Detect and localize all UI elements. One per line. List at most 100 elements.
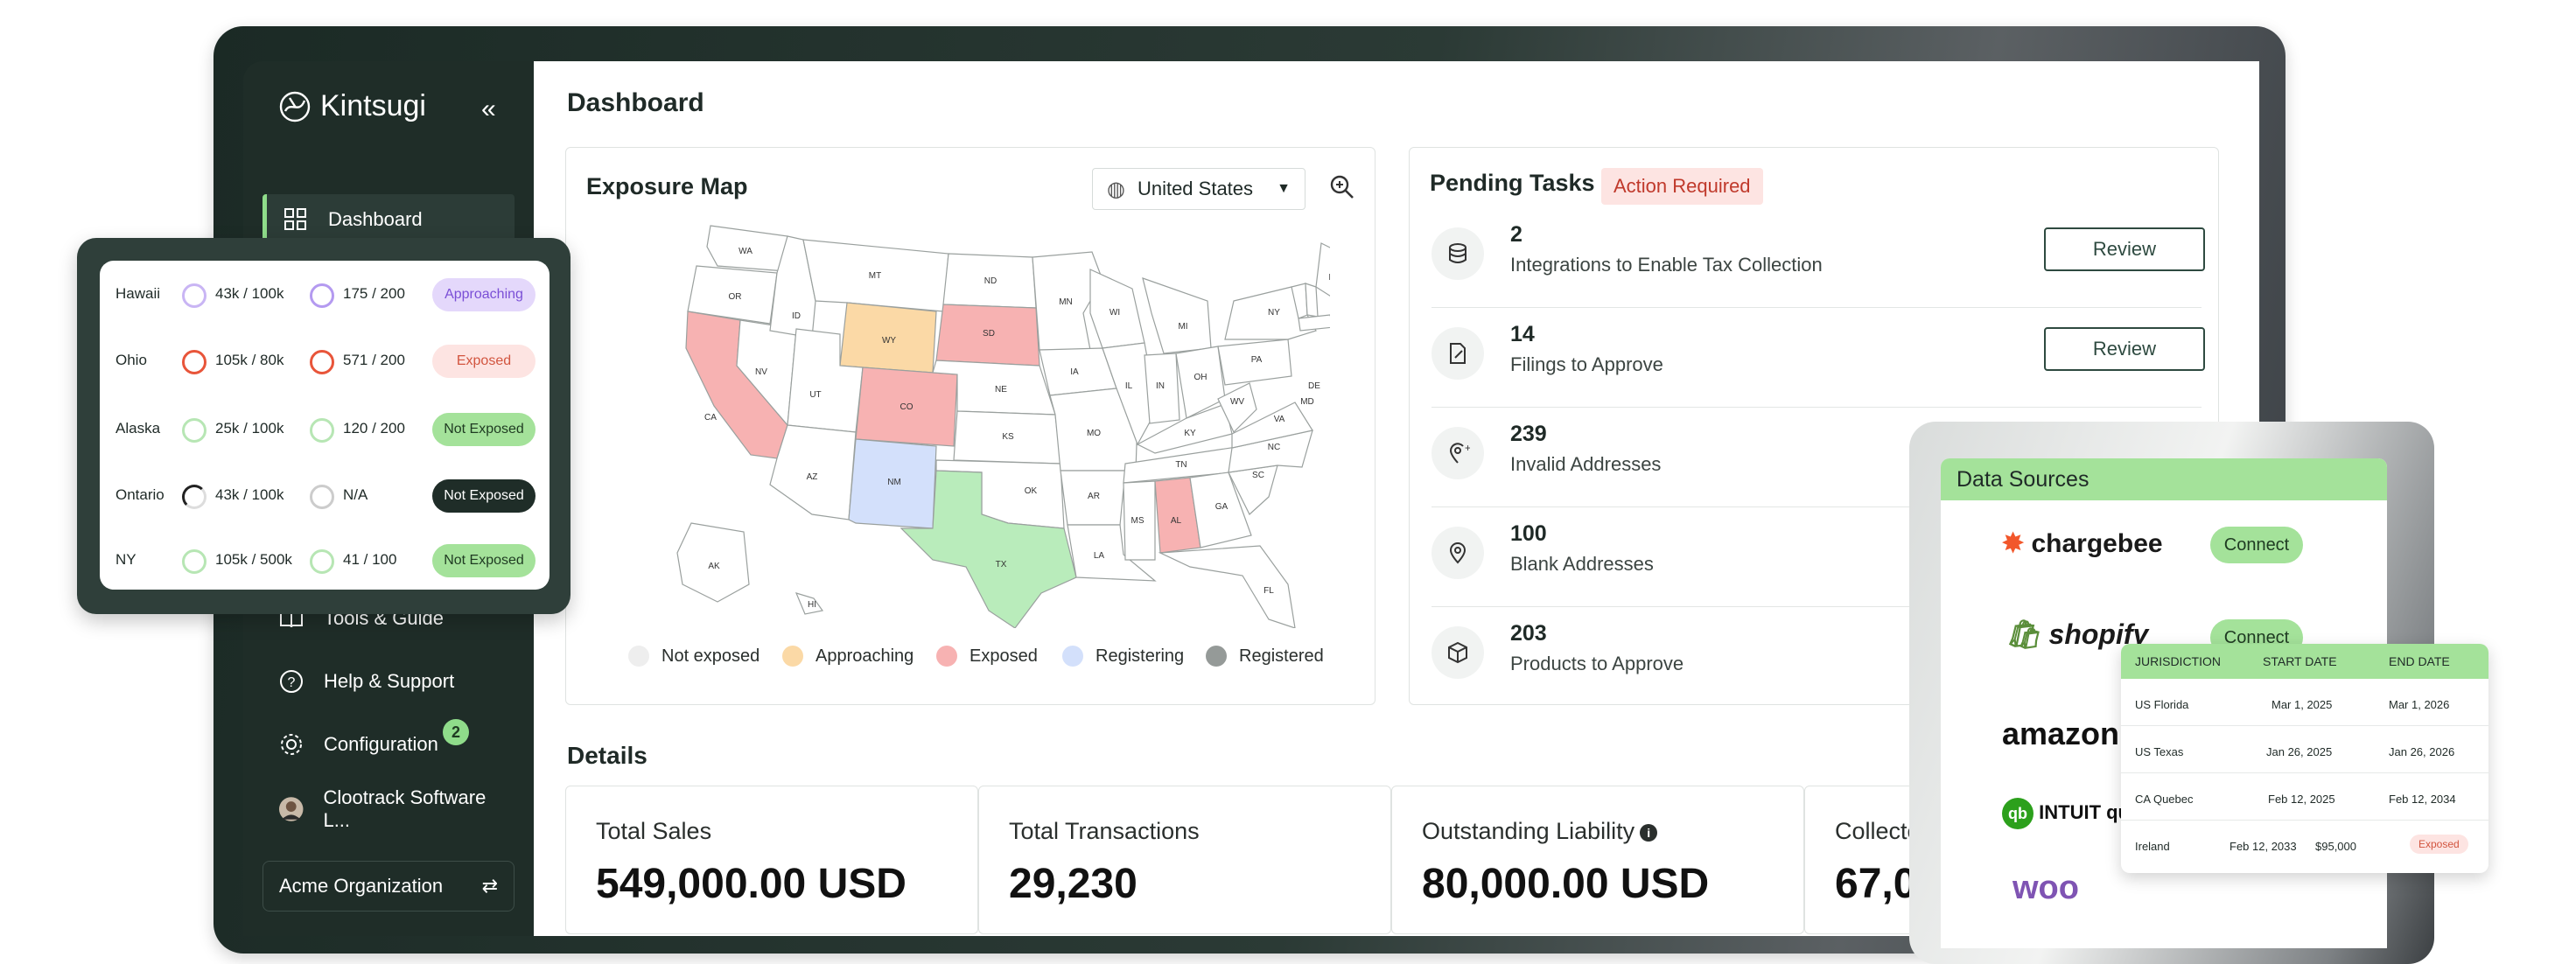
transaction-threshold: 41 / 100: [343, 551, 397, 568]
progress-ring-icon: [182, 418, 206, 443]
state-row[interactable]: NY 105k / 500k 41 / 100 Not Exposed: [116, 542, 536, 577]
jurisdiction-cell: Ireland: [2135, 840, 2170, 853]
svg-text:IL: IL: [1125, 381, 1133, 391]
svg-text:PA: PA: [1251, 355, 1263, 365]
task-label: Integrations to Enable Tax Collection: [1510, 254, 1823, 276]
progress-ring-icon: [182, 549, 206, 574]
task-row[interactable]: 203 Products to Approve: [1432, 607, 2202, 707]
globe-icon: ◍: [1107, 177, 1125, 201]
table-row[interactable]: CA Quebec Feb 12, 2025 Feb 12, 2034: [2121, 773, 2488, 821]
svg-text:AR: AR: [1088, 492, 1100, 501]
file-edit-icon: [1432, 327, 1484, 380]
country-select[interactable]: ◍ United States ▼: [1092, 168, 1306, 210]
svg-text:GA: GA: [1215, 502, 1228, 512]
sidebar-item-dashboard[interactable]: Dashboard: [262, 194, 514, 245]
task-count: 14: [1510, 322, 1535, 346]
status-badge: Approaching: [432, 278, 536, 311]
jurisdiction-table: JURISDICTION START DATE END DATE US Flor…: [2121, 644, 2488, 873]
state-tx: [900, 470, 1077, 628]
task-count: 239: [1510, 422, 1547, 446]
svg-text:ND: ND: [984, 276, 997, 286]
sidebar-item-account[interactable]: Clootrack Software L...: [262, 784, 514, 835]
stat-label: Total Transactions: [1009, 818, 1200, 844]
state-row[interactable]: Ohio 105k / 80k 571 / 200 Exposed: [116, 343, 536, 378]
location-pin-icon: [1432, 527, 1484, 579]
state-row[interactable]: Alaska 25k / 100k 120 / 200 Not Exposed: [116, 411, 536, 446]
sidebar-item-label: Help & Support: [324, 670, 455, 692]
task-row[interactable]: 100 Blank Addresses: [1432, 507, 2202, 607]
svg-text:NM: NM: [887, 478, 901, 487]
table-row[interactable]: US Texas Jan 26, 2025 Jan 26, 2026: [2121, 726, 2488, 773]
state-or: [687, 265, 778, 325]
table-row[interactable]: US Florida Mar 1, 2025 Mar 1, 2026: [2121, 679, 2488, 726]
state-ga: [1189, 472, 1252, 548]
legend-exposed: Exposed: [936, 646, 1038, 667]
svg-text:AL: AL: [1171, 516, 1182, 526]
task-count: 203: [1510, 621, 1547, 646]
organization-name: Acme Organization: [279, 875, 444, 897]
svg-text:OR: OR: [729, 292, 742, 302]
shopify-bag-icon: 🛍: [2006, 618, 2041, 650]
svg-text:MN: MN: [1059, 297, 1073, 307]
state-row[interactable]: Hawaii 43k / 100k 175 / 200 Approaching: [116, 276, 536, 311]
state-wa: [706, 225, 788, 272]
brand-name: amazon: [2002, 716, 2120, 751]
svg-text:WY: WY: [882, 336, 896, 346]
sidebar-item-configuration[interactable]: Configuration: [262, 719, 514, 770]
state-fl: [1158, 545, 1296, 628]
stat-value: 67,0: [1835, 861, 1917, 907]
end-date-cell: Mar 1, 2026: [2389, 698, 2450, 711]
task-row[interactable]: + 239 Invalid Addresses: [1432, 408, 2202, 507]
sidebar-item-help-support[interactable]: ? Help & Support: [262, 656, 514, 707]
connect-chargebee-button[interactable]: Connect: [2210, 527, 2303, 563]
sales-threshold: 43k / 100k: [215, 486, 284, 503]
svg-text:NC: NC: [1268, 443, 1280, 452]
svg-text:TN: TN: [1175, 460, 1186, 470]
task-label: Filings to Approve: [1510, 353, 1663, 375]
state-hi: [794, 592, 824, 615]
details-heading: Details: [567, 742, 648, 769]
info-icon[interactable]: i: [1640, 823, 1658, 842]
us-exposure-map[interactable]: WA OR CA NV ID MT WY UT AZ CO NM ND SD NE KS OK TX M…: [665, 217, 1330, 628]
svg-text:AZ: AZ: [807, 472, 818, 482]
brand-logo[interactable]: Kintsugi: [278, 89, 426, 123]
state-name: Ontario: [116, 486, 164, 503]
review-button[interactable]: Review: [2044, 227, 2205, 271]
review-button[interactable]: Review: [2044, 327, 2205, 371]
state-name: Hawaii: [116, 285, 161, 302]
quickbooks-icon: qb: [2002, 798, 2034, 829]
state-va: [1231, 402, 1313, 449]
legend-swatch: [936, 646, 957, 667]
svg-text:KS: KS: [1002, 432, 1014, 442]
organization-switcher[interactable]: Acme Organization ⇄: [262, 861, 514, 912]
state-name: NY: [116, 551, 136, 568]
svg-text:LA: LA: [1094, 551, 1105, 561]
brand-name: Kintsugi: [320, 89, 426, 122]
svg-text:CO: CO: [900, 402, 914, 412]
state-row[interactable]: Ontario 43k / 100k N/A Not Exposed: [116, 478, 536, 513]
jurisdiction-cell: CA Quebec: [2135, 793, 2194, 806]
task-row[interactable]: 2 Integrations to Enable Tax Collection …: [1432, 208, 2205, 308]
state-name: Ohio: [116, 352, 147, 368]
legend-label: Registered: [1239, 646, 1324, 666]
collapse-sidebar-icon[interactable]: «: [481, 94, 496, 123]
avatar: [278, 797, 304, 821]
end-date-cell: Jan 26, 2026: [2389, 745, 2455, 758]
configuration-badge: 2: [443, 719, 469, 745]
stat-total-transactions: Total Transactions 29,230: [978, 786, 1391, 934]
stat-value: 80,000.00 USD: [1422, 861, 1710, 907]
table-row[interactable]: Ireland Feb 12, 2033 $95,000 Exposed: [2121, 821, 2488, 868]
status-badge: Exposed: [2410, 835, 2468, 854]
sales-threshold: 25k / 100k: [215, 420, 284, 437]
jurisdiction-cell: US Florida: [2135, 698, 2189, 711]
state-wv: [1217, 382, 1257, 434]
svg-text:AK: AK: [708, 562, 720, 571]
zoom-in-icon[interactable]: [1328, 173, 1356, 201]
sidebar-item-label: Dashboard: [328, 208, 423, 230]
stat-label: Outstanding Liability: [1422, 818, 1635, 844]
svg-text:SD: SD: [983, 329, 995, 339]
svg-text:KY: KY: [1184, 429, 1196, 438]
legend-label: Registering: [1096, 646, 1185, 666]
task-row[interactable]: 14 Filings to Approve Review: [1432, 308, 2205, 408]
location-alert-icon: +: [1432, 427, 1484, 479]
